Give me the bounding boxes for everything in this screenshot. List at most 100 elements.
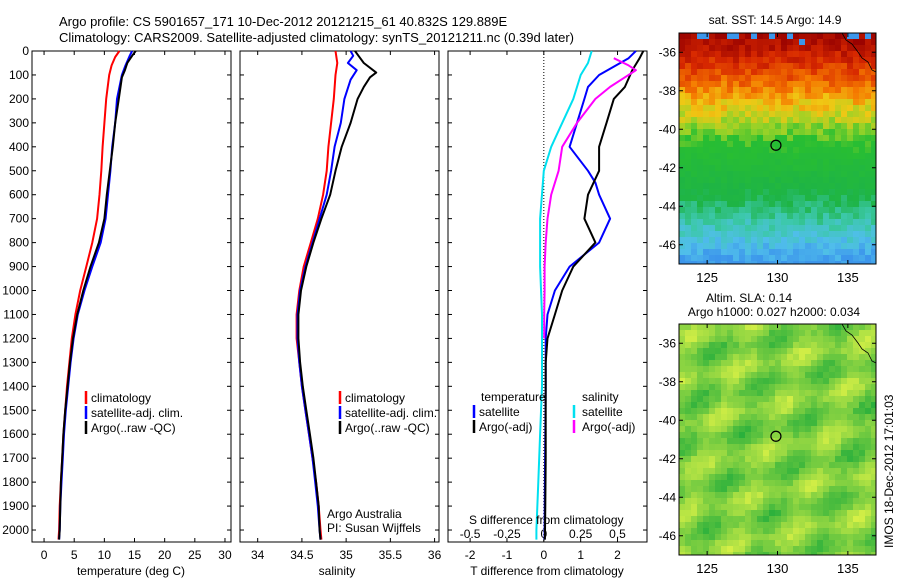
- map-cell: [685, 69, 692, 76]
- map-cell: [841, 195, 848, 202]
- map-cell: [685, 57, 692, 64]
- map-cell: [679, 336, 686, 343]
- map-cell: [685, 510, 692, 517]
- map-cell: [751, 33, 758, 40]
- map-cell: [757, 474, 764, 481]
- map-cell: [799, 111, 806, 118]
- map-cell: [763, 171, 770, 178]
- map-cell: [847, 378, 854, 385]
- map-cell: [841, 390, 848, 397]
- map-cell: [679, 390, 686, 397]
- map-cell: [739, 348, 746, 355]
- map-cell: [709, 183, 716, 190]
- map-cell: [763, 243, 770, 250]
- map-cell: [787, 522, 794, 529]
- map-cell: [769, 360, 776, 367]
- map-cell: [715, 372, 722, 379]
- map-cell: [805, 159, 812, 166]
- map-ytick-label: -42: [659, 161, 677, 175]
- map-cell: [835, 255, 842, 262]
- map-cell: [745, 63, 752, 70]
- map-cell: [817, 378, 824, 385]
- map-cell: [679, 129, 686, 136]
- map-cell: [685, 336, 692, 343]
- map-cell: [835, 366, 842, 373]
- map-cell: [763, 540, 770, 547]
- map-cell: [817, 456, 824, 463]
- map-cell: [745, 480, 752, 487]
- map-cell: [847, 486, 854, 493]
- map-cell: [823, 207, 830, 214]
- map-cell: [817, 177, 824, 184]
- map-cell: [691, 384, 698, 391]
- map-cell: [847, 366, 854, 373]
- map-cell: [763, 534, 770, 541]
- map-cell: [865, 99, 872, 106]
- map-cell: [799, 450, 806, 457]
- map-cell: [847, 336, 854, 343]
- map-cell: [787, 330, 794, 337]
- map-cell: [781, 462, 788, 469]
- map-cell: [781, 117, 788, 124]
- map-cell: [787, 426, 794, 433]
- xtick-label: 30: [218, 548, 232, 562]
- map-cell: [823, 552, 830, 555]
- map-cell: [847, 408, 854, 415]
- map-cell: [685, 117, 692, 124]
- map-cell: [811, 468, 818, 475]
- map-cell: [859, 219, 866, 226]
- map-cell: [835, 111, 842, 118]
- map-cell: [781, 123, 788, 130]
- map-cell: [781, 474, 788, 481]
- map-cell: [841, 165, 848, 172]
- map-ytick-label: -36: [659, 45, 677, 59]
- map-cell: [739, 51, 746, 58]
- map-cell: [709, 213, 716, 220]
- map-cell: [799, 81, 806, 88]
- map-cell: [829, 378, 836, 385]
- map-cell: [841, 426, 848, 433]
- series-line-black: [58, 50, 137, 540]
- map-cell: [763, 414, 770, 421]
- map-cell: [697, 498, 704, 505]
- map-cell: [775, 414, 782, 421]
- map-cell: [841, 225, 848, 232]
- map-cell: [751, 336, 758, 343]
- map-cell: [709, 207, 716, 214]
- map-cell: [847, 195, 854, 202]
- map-cell: [811, 99, 818, 106]
- ytick-label: 600: [9, 188, 29, 202]
- map-cell: [805, 486, 812, 493]
- map-cell: [721, 432, 728, 439]
- map-cell: [685, 207, 692, 214]
- map-cell: [817, 189, 824, 196]
- map-cell: [853, 189, 860, 196]
- map-cell: [757, 201, 764, 208]
- map-cell: [847, 75, 854, 82]
- map-cell: [763, 384, 770, 391]
- map-cell: [697, 528, 704, 535]
- map-cell: [691, 402, 698, 409]
- map-cell: [709, 480, 716, 487]
- map-cell: [847, 468, 854, 475]
- map-cell: [829, 504, 836, 511]
- map-cell: [763, 552, 770, 555]
- map-cell: [727, 396, 734, 403]
- map-cell: [811, 342, 818, 349]
- map-cell: [685, 450, 692, 457]
- map-cell: [787, 195, 794, 202]
- map-cell: [835, 201, 842, 208]
- map-cell: [685, 249, 692, 256]
- map-cell: [757, 528, 764, 535]
- map-cell: [685, 81, 692, 88]
- map-cell: [691, 159, 698, 166]
- map-cell: [859, 450, 866, 457]
- map-cell: [853, 534, 860, 541]
- map-cell: [745, 504, 752, 511]
- map-cell: [775, 450, 782, 457]
- map-cell: [763, 480, 770, 487]
- map-ytick-label: -38: [659, 84, 677, 98]
- map-cell: [685, 522, 692, 529]
- map-cell: [769, 165, 776, 172]
- map-cell: [697, 522, 704, 529]
